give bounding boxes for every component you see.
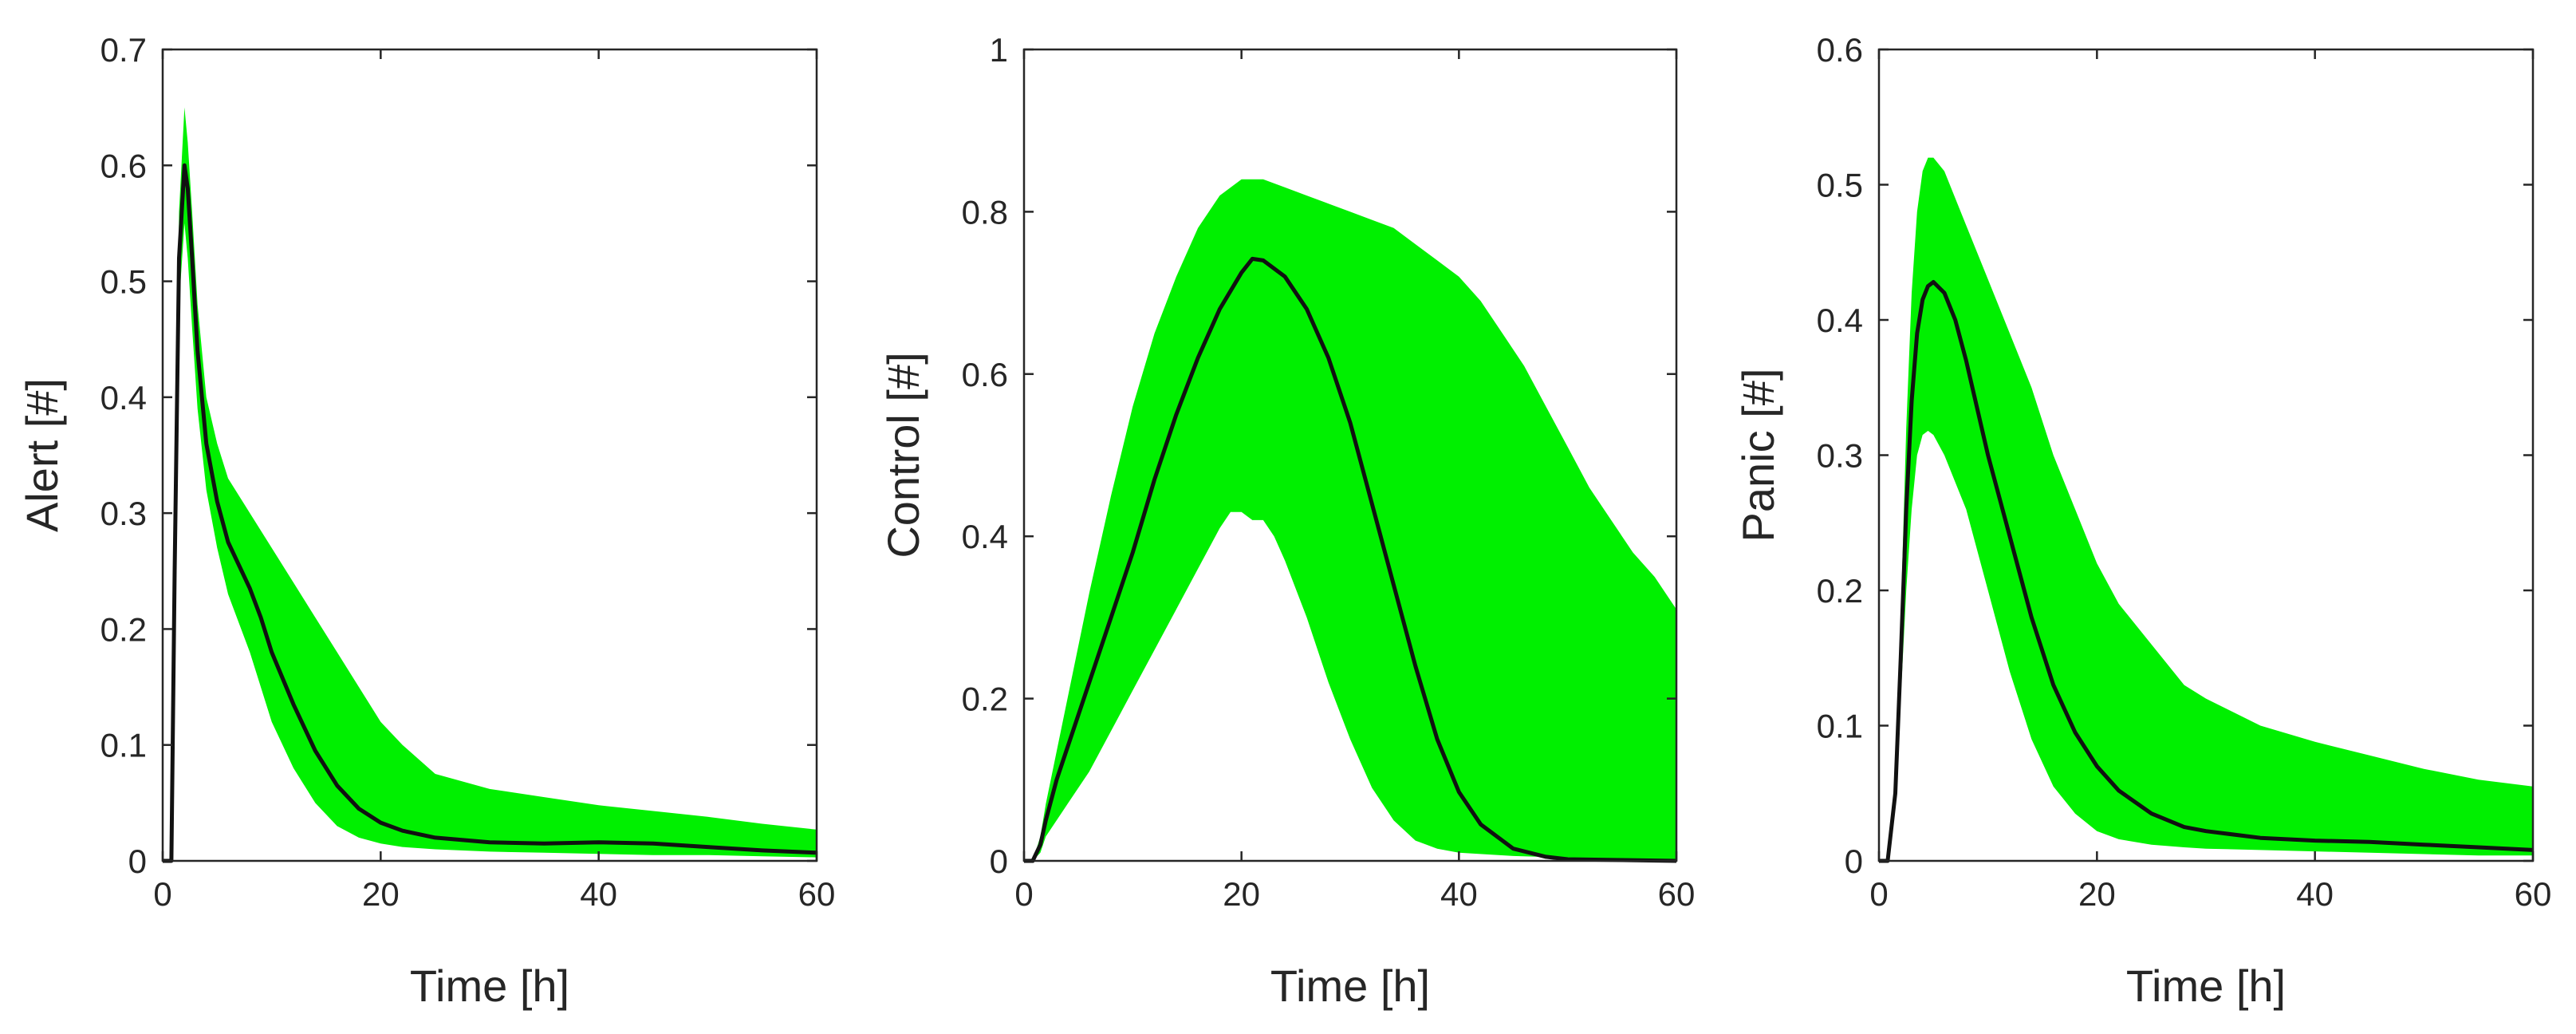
x-tick-label: 20 bbox=[1223, 875, 1260, 913]
chart-panel-1: 0 20 40 60 0 0.1 0.2 0.3 0.4 0.5 0.6 0.7 Time [h] Ale… bbox=[17, 31, 835, 1011]
y-tick-label: 0.1 bbox=[1817, 708, 1863, 745]
chart-panel-2: 0 20 40 60 0 0.2 0.4 0.6 0.8 1 Time [h] Control [#] bbox=[878, 31, 1695, 1011]
y-tick-label: 0.3 bbox=[100, 495, 147, 532]
y-tick-label: 0 bbox=[990, 843, 1008, 880]
y-tick-label: 0.6 bbox=[1817, 31, 1863, 69]
x-tick-label: 40 bbox=[1440, 875, 1478, 913]
x-axis-label: Time [h] bbox=[1270, 961, 1430, 1011]
y-tick-label: 0.2 bbox=[100, 610, 147, 648]
axes-frame bbox=[161, 48, 818, 862]
axes-frame bbox=[1022, 48, 1678, 862]
confidence-band bbox=[163, 107, 817, 862]
y-tick-label: 0.4 bbox=[1817, 302, 1863, 339]
y-axis-label: Panic [#] bbox=[1733, 369, 1783, 543]
y-tick-label: 0.7 bbox=[100, 31, 147, 69]
y-tick-label: 1 bbox=[990, 31, 1008, 69]
y-tick-label: 0.6 bbox=[100, 147, 147, 184]
x-axis-label: Time [h] bbox=[410, 961, 569, 1011]
mean-line bbox=[1024, 256, 1677, 863]
x-tick-label: 0 bbox=[1869, 875, 1888, 913]
y-tick-label: 0.8 bbox=[962, 193, 1008, 231]
x-axis-label: Time [h] bbox=[2126, 961, 2286, 1011]
y-tick-label: 0 bbox=[128, 843, 147, 880]
y-tick-label: 0.5 bbox=[100, 263, 147, 301]
confidence-band bbox=[1024, 179, 1676, 861]
y-tick-label: 0.2 bbox=[962, 681, 1008, 718]
y-tick-label: 0 bbox=[1845, 843, 1863, 880]
y-axis-label: Control [#] bbox=[878, 352, 928, 558]
x-tick-label: 20 bbox=[362, 875, 400, 913]
chart-panel-3: 0 20 40 60 0 0.1 0.2 0.3 0.4 0.5 0.6 Time [h] Panic … bbox=[1733, 31, 2551, 1011]
y-tick-label: 0.6 bbox=[962, 356, 1008, 393]
x-tick-label: 60 bbox=[798, 875, 836, 913]
y-axis-label: Alert [#] bbox=[17, 378, 67, 532]
x-tick-label: 40 bbox=[2296, 875, 2334, 913]
y-tick-label: 0.1 bbox=[100, 727, 147, 764]
x-tick-label: 0 bbox=[1014, 875, 1033, 913]
x-tick-label: 60 bbox=[2515, 875, 2552, 913]
x-tick-label: 60 bbox=[1658, 875, 1696, 913]
y-tick-label: 0.3 bbox=[1817, 437, 1863, 475]
y-tick-label: 0.5 bbox=[1817, 167, 1863, 204]
x-tick-label: 40 bbox=[580, 875, 617, 913]
mean-line bbox=[1879, 280, 2534, 863]
x-tick-label: 0 bbox=[153, 875, 171, 913]
confidence-band bbox=[1879, 157, 2533, 862]
y-tick-label: 0.2 bbox=[1817, 572, 1863, 610]
y-tick-label: 0.4 bbox=[100, 379, 147, 416]
x-tick-label: 20 bbox=[2078, 875, 2116, 913]
y-tick-label: 0.4 bbox=[962, 518, 1008, 555]
mean-line bbox=[163, 163, 817, 863]
